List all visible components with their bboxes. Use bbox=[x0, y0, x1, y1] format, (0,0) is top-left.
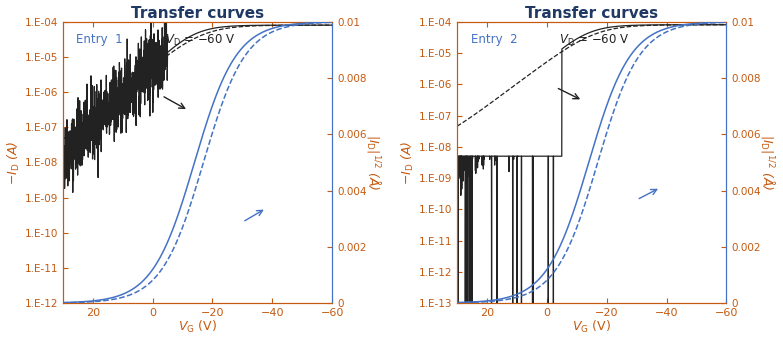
Title: Transfer curves: Transfer curves bbox=[525, 5, 659, 20]
X-axis label: $V_\mathrm{G}$ (V): $V_\mathrm{G}$ (V) bbox=[572, 319, 612, 336]
Text: Entry  1: Entry 1 bbox=[76, 33, 123, 46]
Text: Entry  2: Entry 2 bbox=[471, 33, 517, 46]
X-axis label: $V_\mathrm{G}$ (V): $V_\mathrm{G}$ (V) bbox=[178, 319, 217, 336]
Y-axis label: $|I_\mathrm{D}|^{1/2}$ (Å): $|I_\mathrm{D}|^{1/2}$ (Å) bbox=[365, 134, 383, 191]
Y-axis label: $-I_\mathrm{D}$ (A): $-I_\mathrm{D}$ (A) bbox=[5, 140, 22, 184]
Text: $V_\mathrm{D}$ = $-$60 V: $V_\mathrm{D}$ = $-$60 V bbox=[559, 33, 630, 48]
Text: $V_\mathrm{D}$ = $-$60 V: $V_\mathrm{D}$ = $-$60 V bbox=[165, 33, 236, 48]
Y-axis label: $-I_\mathrm{D}$ (A): $-I_\mathrm{D}$ (A) bbox=[400, 140, 416, 184]
Y-axis label: $|I_\mathrm{D}|^{1/2}$ (Å): $|I_\mathrm{D}|^{1/2}$ (Å) bbox=[760, 134, 778, 191]
Title: Transfer curves: Transfer curves bbox=[131, 5, 264, 20]
